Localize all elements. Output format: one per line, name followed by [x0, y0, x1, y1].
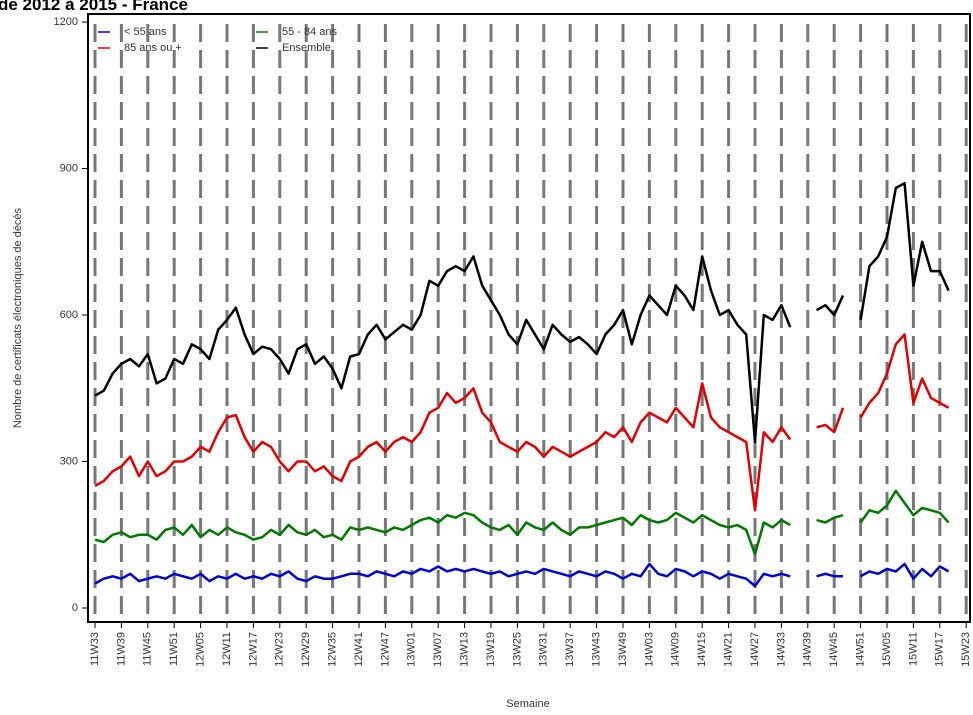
x-tick-label: 12W47 [379, 632, 391, 667]
y-tick-label: 0 [72, 602, 78, 614]
legend-label: Ensemble [282, 42, 331, 54]
series-line [94, 562, 950, 588]
plot-frame [87, 13, 971, 623]
x-tick-label: 15W05 [881, 632, 893, 667]
x-tick-label: 12W41 [353, 632, 365, 667]
x-tick-label: 14W45 [828, 632, 840, 667]
y-tick-label: 600 [60, 309, 78, 321]
x-tick-label: 13W43 [591, 632, 603, 667]
legend-label: 55 - 84 ans [282, 26, 338, 38]
x-tick-label: 14W27 [749, 632, 761, 667]
chart-title: de 2012 à 2015 - France [0, 0, 188, 14]
x-tick-label: 12W23 [274, 632, 286, 667]
y-tick-label: 900 [60, 162, 78, 174]
x-tick-label: 11W51 [168, 632, 180, 666]
x-tick-label: 11W45 [142, 632, 154, 666]
x-tick-label: 15W23 [960, 632, 972, 667]
x-tick-label: 13W25 [511, 632, 523, 667]
legend-label: < 55 ans [124, 26, 167, 38]
x-tick-label: 15W11 [907, 632, 919, 666]
x-axis-label: Semaine [506, 698, 549, 710]
x-tick-label: 12W05 [195, 632, 207, 667]
x-tick-label: 14W09 [670, 632, 682, 667]
x-tick-label: 13W01 [406, 632, 418, 667]
y-tick-label: 300 [60, 455, 78, 467]
x-tick-label: 14W21 [723, 632, 735, 667]
x-tick-label: 13W07 [432, 632, 444, 667]
series-line [94, 489, 950, 556]
y-tick-label: 1200 [54, 16, 78, 28]
x-tick-label: 13W13 [459, 632, 471, 667]
x-tick-label: 12W29 [300, 632, 312, 667]
series-line [94, 181, 950, 444]
series-line [94, 333, 950, 512]
x-tick-label: 12W35 [327, 632, 339, 667]
legend-label: 85 ans ou + [124, 42, 182, 54]
x-tick-label: 13W49 [617, 632, 629, 667]
x-tick-label: 14W15 [696, 632, 708, 667]
x-tick-label: 13W19 [485, 632, 497, 667]
x-tick-label: 12W11 [221, 632, 233, 666]
x-tick-label: 11W33 [89, 632, 101, 666]
x-tick-label: 13W37 [564, 632, 576, 667]
x-tick-label: 15W17 [934, 632, 946, 667]
x-tick-label: 11W39 [115, 632, 127, 666]
x-tick-label: 12W17 [247, 632, 259, 667]
x-tick-label: 14W03 [643, 632, 655, 667]
x-tick-label: 13W31 [538, 632, 550, 667]
x-tick-label: 14W33 [775, 632, 787, 667]
x-tick-label: 14W39 [802, 632, 814, 667]
y-axis-label: Nombre de certificats électroniques de d… [12, 207, 24, 428]
x-tick-label: 14W51 [855, 632, 867, 667]
